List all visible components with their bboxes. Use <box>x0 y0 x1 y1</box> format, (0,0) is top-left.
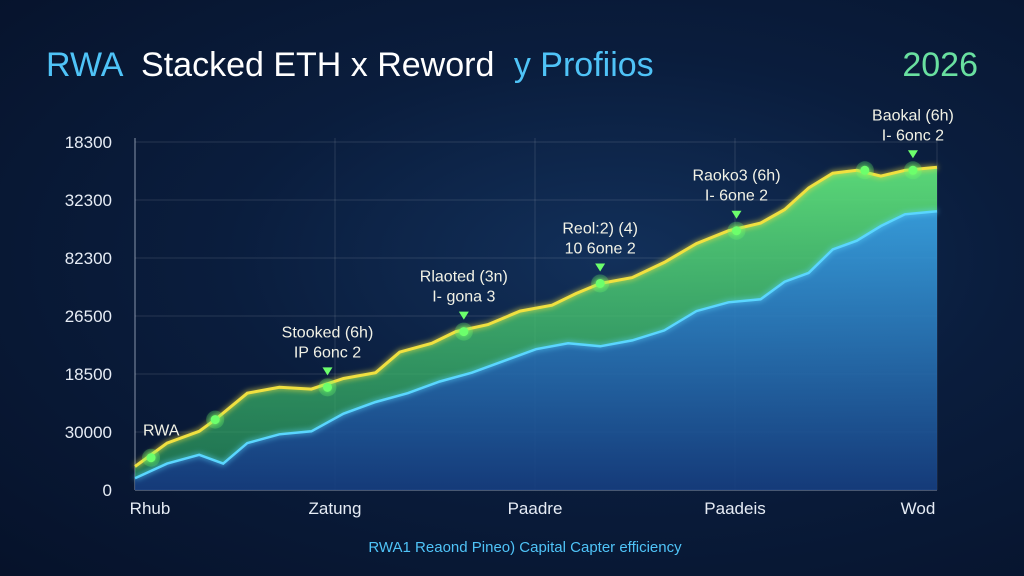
annotation-sublabel: I- 6onc 2 <box>882 127 944 144</box>
title-rwa: RWA <box>46 46 124 84</box>
annotation-label: Raoko3 (6h) <box>692 168 780 185</box>
annotation-pointer <box>322 367 333 376</box>
data-marker <box>732 226 741 236</box>
series-1-area <box>135 167 937 479</box>
annotation-label: Stooked (6h) <box>282 324 374 341</box>
annotation-label: Reol:2) (4) <box>562 220 638 237</box>
data-marker <box>210 415 220 425</box>
x-axis-label: RWA1 Reaond Pineo) Capital Capter effici… <box>368 539 682 556</box>
annotation-label: RWA <box>143 423 180 440</box>
y-tick-label: 32300 <box>65 191 112 210</box>
series-2-area <box>135 211 937 491</box>
annotation-sublabel: I- gona 3 <box>432 289 495 306</box>
y-tick-label: 18300 <box>65 133 112 152</box>
data-marker <box>908 165 918 175</box>
y-axis: 0 30000 18500 26500 82300 32300 18300 <box>65 133 112 500</box>
area-layer <box>134 165 938 491</box>
series-2-line <box>134 210 938 480</box>
y-tick-label: 82300 <box>65 249 112 268</box>
annotation-sublabel: 10 6one 2 <box>565 240 636 257</box>
annotation-sublabel: I- 6one 2 <box>705 188 768 205</box>
annotation-label: Rlaoted (3n) <box>420 269 508 286</box>
x-tick-label: Zatung <box>309 499 362 518</box>
title-main: Stacked ETH x Reword <box>141 46 494 84</box>
data-marker <box>860 165 870 175</box>
y-tick-label: 0 <box>103 481 112 500</box>
y-tick-label: 30000 <box>65 423 112 442</box>
x-tick-label: Wod <box>901 499 936 518</box>
y-tick-label: 26500 <box>65 307 112 326</box>
annotation-pointer <box>458 311 469 320</box>
x-tick-label: Paadre <box>508 499 563 518</box>
annotation-label: Baokal (6h) <box>872 107 954 124</box>
annotation-pointer <box>731 210 742 219</box>
data-marker <box>595 278 605 288</box>
annotation-pointer <box>595 263 606 272</box>
x-tick-label: Paadeis <box>704 499 765 518</box>
year-label: 2026 <box>902 46 978 84</box>
marker-layer <box>142 161 922 467</box>
data-marker <box>322 382 332 392</box>
y-tick-label: 18500 <box>65 365 112 384</box>
annotation-pointer <box>907 150 918 159</box>
data-marker <box>459 327 469 337</box>
data-marker <box>146 453 156 463</box>
x-tick-label: Rhub <box>130 499 171 518</box>
x-axis: Rhub Zatung Paadre Paadeis Wod <box>130 499 936 518</box>
annotation-layer: RWA Stooked (6h) IP 6onc 2 Rlaoted (3n) I- g… <box>143 107 954 439</box>
title-suffix: y Profiios <box>514 46 654 84</box>
annotation-sublabel: IP 6onc 2 <box>294 344 361 361</box>
series-1-line <box>134 165 938 468</box>
chart-title: RWA Stacked ETH x Reword y Profiios <box>46 46 654 84</box>
